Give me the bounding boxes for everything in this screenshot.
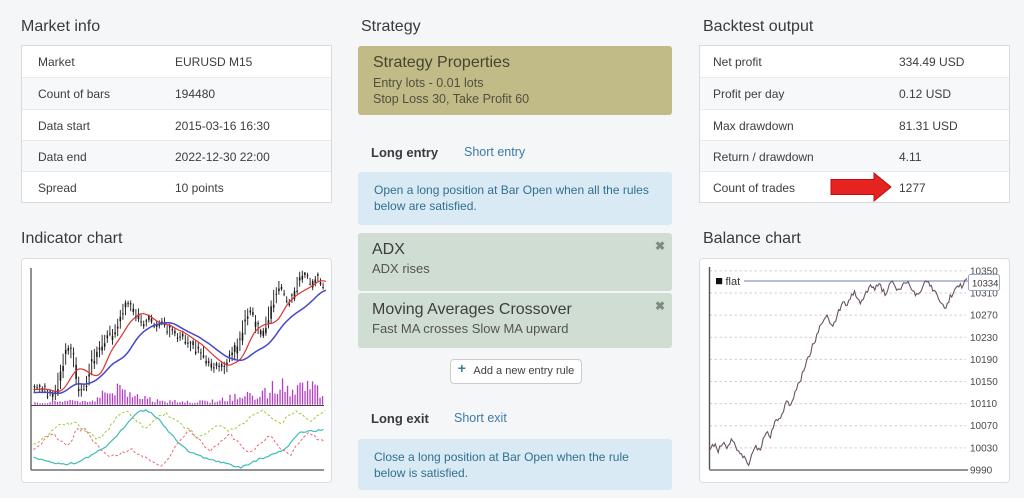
svg-text:10350: 10350	[970, 266, 998, 277]
svg-text:10070: 10070	[970, 421, 998, 432]
svg-text:10110: 10110	[970, 399, 998, 410]
svg-text:10030: 10030	[970, 443, 998, 454]
svg-text:9990: 9990	[970, 466, 993, 477]
svg-text:10230: 10230	[970, 333, 998, 344]
svg-text:10190: 10190	[970, 355, 998, 366]
svg-text:10150: 10150	[970, 377, 998, 388]
svg-text:flat: flat	[726, 276, 741, 288]
svg-text:10334: 10334	[972, 279, 998, 290]
svg-text:10270: 10270	[970, 311, 998, 322]
svg-text:10310: 10310	[970, 289, 998, 300]
